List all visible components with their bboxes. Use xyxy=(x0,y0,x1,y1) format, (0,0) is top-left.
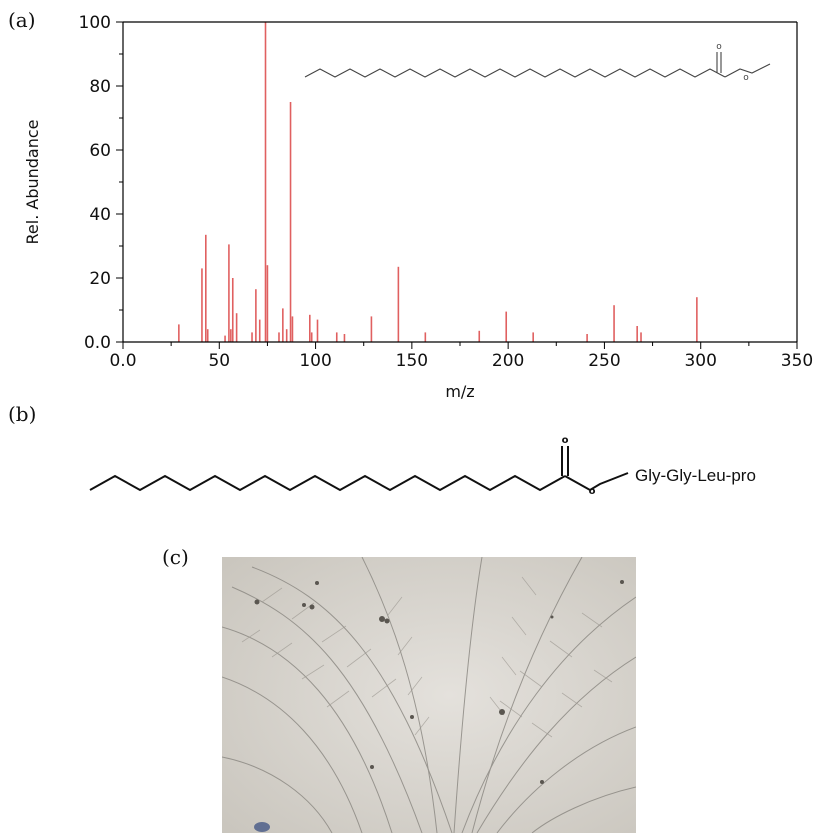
structure-b-carbonyl-o: o xyxy=(562,435,569,446)
structure-b-ester-bond xyxy=(565,473,628,490)
structure-b-lipopeptide: o o xyxy=(0,0,826,540)
structure-b-chain xyxy=(90,476,565,490)
crystal-micrograph xyxy=(222,557,636,833)
micrograph-image xyxy=(222,557,636,833)
panel-label-c: (c) xyxy=(162,545,189,569)
structure-b-ester-o: o xyxy=(589,486,596,497)
peptide-substituent-label: Gly-Gly-Leu-pro xyxy=(635,466,756,486)
